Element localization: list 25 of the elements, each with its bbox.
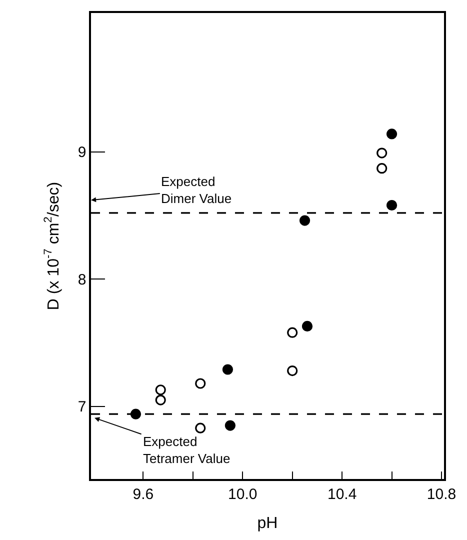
x-tick-label: 10.0 <box>228 486 258 503</box>
point <box>376 148 388 158</box>
point <box>287 365 298 376</box>
point <box>224 420 236 431</box>
point <box>299 215 310 226</box>
point <box>155 384 166 396</box>
point <box>222 364 234 375</box>
x-tick-label: 10.8 <box>426 486 456 503</box>
point <box>155 394 166 406</box>
point <box>130 408 142 420</box>
ref-line-label: Expected Tetramer Value <box>143 434 230 466</box>
point <box>195 422 206 434</box>
y-tick-label: 9 <box>78 144 86 162</box>
y-tick-label: 7 <box>78 398 86 416</box>
y-tick-label: 8 <box>78 271 86 288</box>
point <box>376 163 388 174</box>
x-tick-label: 9.6 <box>132 486 154 503</box>
x-tick-label: 10.4 <box>327 486 357 503</box>
point <box>386 128 398 140</box>
point <box>195 378 206 389</box>
point <box>302 320 313 332</box>
ref-line-label: Expected Dimer Value <box>161 174 232 206</box>
point <box>287 327 298 338</box>
point <box>386 200 398 211</box>
x-axis-title: pH <box>257 514 278 532</box>
